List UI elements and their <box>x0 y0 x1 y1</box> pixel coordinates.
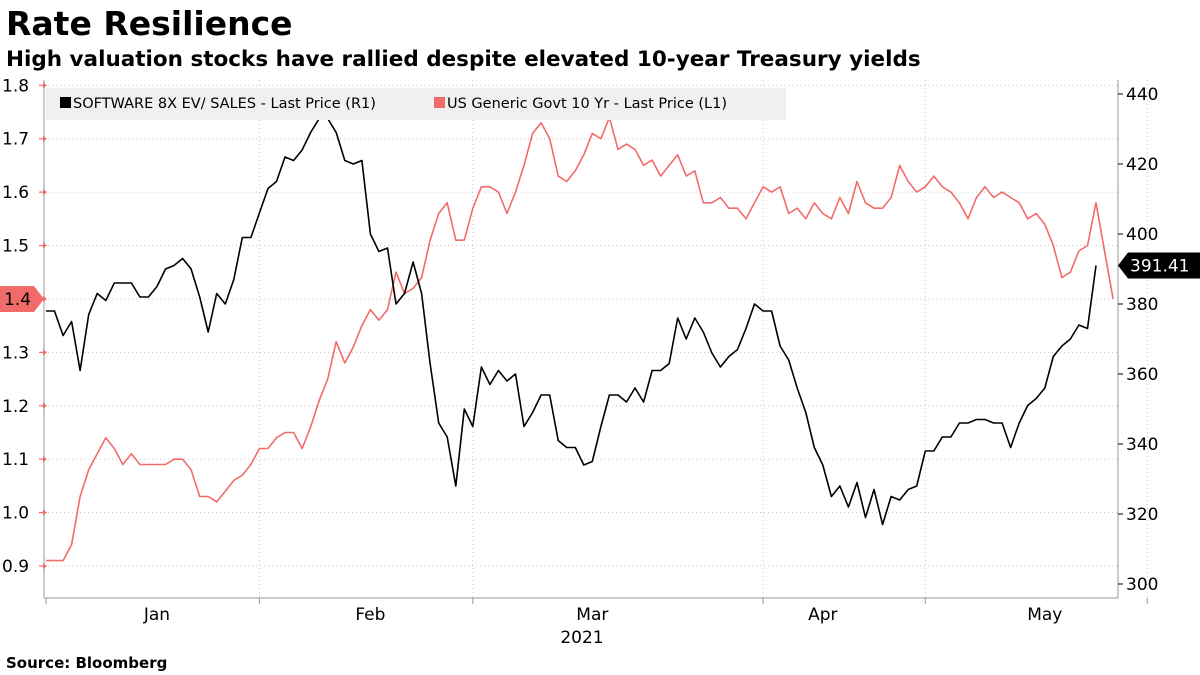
axes: 0.9 1.0 1.1 1.2 1.3 1.4 1.5 1.6 1.7 1.8 300 320 340 3… <box>2 76 1158 625</box>
right-tick-label-2: 340 <box>1126 435 1158 455</box>
legend-swatch-treasury <box>434 97 445 108</box>
left-tick-arrow-1 <box>43 509 47 516</box>
x-axis-year-label: 2021 <box>560 628 603 648</box>
left-tick-arrow-8 <box>43 135 47 142</box>
right-value-badge <box>1118 252 1200 279</box>
left-tick-arrow-0 <box>43 562 47 569</box>
chart-subtitle: High valuation stocks have rallied despi… <box>6 47 921 72</box>
chart-title: Rate Resilience <box>6 4 293 43</box>
series-line-treasury-yield <box>46 116 1114 562</box>
right-tick-label-4: 380 <box>1126 295 1158 315</box>
value-badges: 1.4 391.41 <box>0 252 1200 312</box>
left-tick-arrow-6 <box>43 242 47 249</box>
series-lines <box>46 116 1114 562</box>
left-tick-label-6: 1.5 <box>2 237 29 257</box>
left-tick-label-2: 1.1 <box>2 450 29 470</box>
left-tick-label-4: 1.3 <box>2 343 29 363</box>
legend-swatch-software <box>60 97 71 108</box>
x-tick-label-may: May <box>1027 605 1062 625</box>
left-tick-label-8: 1.7 <box>2 130 29 150</box>
x-tick-label-feb: Feb <box>355 605 385 625</box>
left-tick-arrow-2 <box>43 456 47 463</box>
x-tick-label-mar: Mar <box>576 605 608 625</box>
legend: SOFTWARE 8X EV/ SALES - Last Price (R1) … <box>46 88 786 120</box>
right-tick-label-7: 440 <box>1126 85 1158 105</box>
left-tick-arrow-5 <box>43 295 47 302</box>
right-tick-label-0: 300 <box>1126 575 1158 595</box>
left-tick-arrow-9 <box>43 82 47 89</box>
right-tick-label-5: 400 <box>1126 225 1158 245</box>
left-value-badge-label: 1.4 <box>4 290 31 310</box>
legend-label-software: SOFTWARE 8X EV/ SALES - Last Price (R1) <box>73 96 376 112</box>
x-tick-label-jan: Jan <box>143 605 170 625</box>
series-line-software-ev-sales <box>46 117 1097 526</box>
right-tick-label-3: 360 <box>1126 365 1158 385</box>
source-note: Source: Bloomberg <box>6 654 168 672</box>
left-tick-label-9: 1.8 <box>2 76 29 96</box>
left-tick-arrow-7 <box>43 189 47 196</box>
x-tick-label-apr: Apr <box>808 605 837 625</box>
left-tick-label-7: 1.6 <box>2 183 29 203</box>
right-tick-label-1: 320 <box>1126 505 1158 525</box>
left-tick-label-0: 0.9 <box>2 557 29 577</box>
legend-background <box>46 88 786 120</box>
legend-label-treasury: US Generic Govt 10 Yr - Last Price (L1) <box>447 96 727 112</box>
left-tick-arrow-3 <box>43 402 47 409</box>
left-tick-label-1: 1.0 <box>2 504 29 524</box>
left-tick-arrow-4 <box>43 349 47 356</box>
right-tick-label-6: 420 <box>1126 155 1158 175</box>
gridlines <box>44 80 1148 598</box>
right-value-badge-label: 391.41 <box>1130 257 1189 277</box>
left-tick-label-3: 1.2 <box>2 397 29 417</box>
left-value-badge <box>0 285 44 312</box>
